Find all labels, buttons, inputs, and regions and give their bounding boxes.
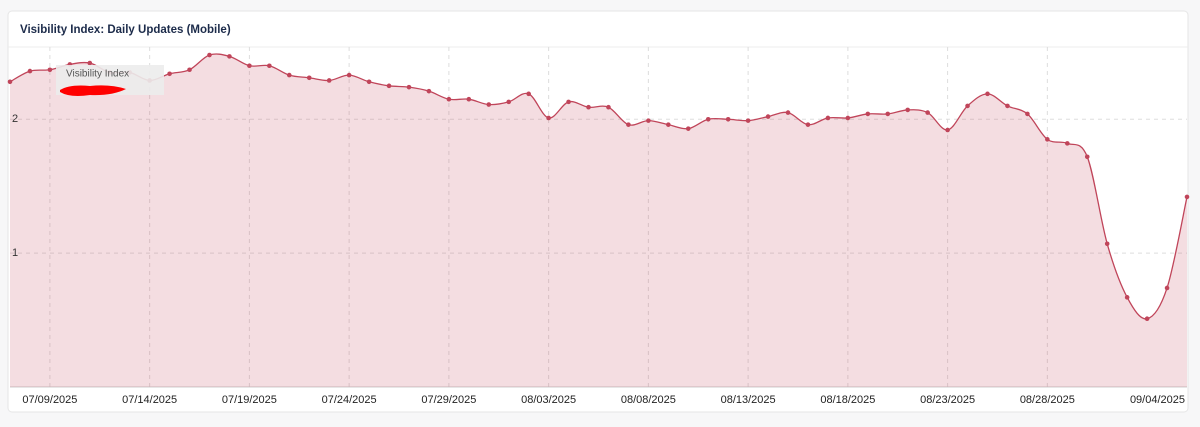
tooltip: Visibility Index	[56, 65, 164, 96]
point	[965, 103, 970, 109]
point	[925, 110, 930, 115]
point	[985, 91, 990, 97]
point	[845, 115, 851, 121]
point	[646, 118, 651, 123]
point	[167, 71, 172, 77]
point	[486, 102, 492, 107]
point	[426, 88, 432, 94]
point	[406, 84, 412, 90]
point	[666, 122, 671, 127]
redaction	[60, 85, 126, 96]
point	[227, 54, 232, 59]
point	[506, 99, 512, 105]
point	[865, 111, 871, 117]
point	[346, 72, 352, 78]
point	[1164, 285, 1170, 291]
y-tick-label: 1	[12, 247, 18, 259]
card	[7, 10, 1189, 413]
x-tick-label: 07/09/2025	[22, 394, 77, 406]
point	[745, 118, 751, 123]
point	[825, 115, 831, 121]
point	[187, 67, 192, 73]
point	[326, 78, 332, 83]
point	[785, 110, 791, 115]
point	[207, 52, 212, 58]
point	[685, 126, 691, 131]
point	[247, 63, 252, 69]
x-tick-label: 08/08/2025	[621, 394, 676, 406]
point	[725, 116, 731, 122]
point	[626, 122, 631, 127]
point	[47, 67, 53, 73]
x-tick-label: 07/24/2025	[322, 394, 377, 406]
point	[885, 111, 891, 117]
point	[7, 79, 13, 85]
point	[546, 115, 551, 121]
point	[1025, 111, 1030, 117]
point	[905, 107, 911, 113]
plot	[7, 52, 1190, 387]
point	[705, 116, 711, 122]
x-tick-label: 08/13/2025	[721, 394, 776, 406]
point	[1065, 141, 1070, 146]
point	[1184, 194, 1190, 200]
point	[1005, 103, 1010, 109]
point	[805, 122, 811, 127]
x-tick-label: 08/28/2025	[1020, 394, 1075, 406]
chart-title: Visibility Index: Daily Updates (Mobile)	[20, 24, 231, 36]
point	[606, 104, 611, 110]
point	[306, 75, 312, 81]
area-fill	[10, 53, 1187, 387]
point	[1084, 154, 1090, 160]
x-tick-label: 08/18/2025	[820, 394, 875, 406]
x-tick-label: 07/14/2025	[122, 394, 177, 406]
tooltip-label: Visibility Index	[66, 69, 129, 80]
x-tick-label: 08/23/2025	[920, 394, 975, 406]
point	[366, 79, 372, 85]
point	[1124, 295, 1130, 300]
point	[87, 60, 93, 66]
point	[1144, 316, 1150, 322]
x-tick-label: 08/03/2025	[521, 394, 576, 406]
point	[286, 72, 292, 78]
point	[27, 68, 33, 74]
x-tick-label: 07/29/2025	[421, 394, 476, 406]
point	[267, 63, 272, 69]
point	[765, 114, 771, 119]
point	[566, 99, 571, 105]
point	[945, 127, 950, 133]
point	[586, 104, 591, 110]
grid	[10, 47, 1187, 388]
point	[526, 91, 531, 97]
x-tick-label: 07/19/2025	[222, 394, 277, 406]
point	[1104, 241, 1110, 247]
point	[446, 96, 452, 102]
x-tick-label: 09/04/2025	[1130, 394, 1185, 406]
point	[1045, 137, 1050, 142]
y-tick-label: 2	[12, 113, 18, 125]
point	[466, 96, 472, 102]
point	[386, 83, 392, 89]
